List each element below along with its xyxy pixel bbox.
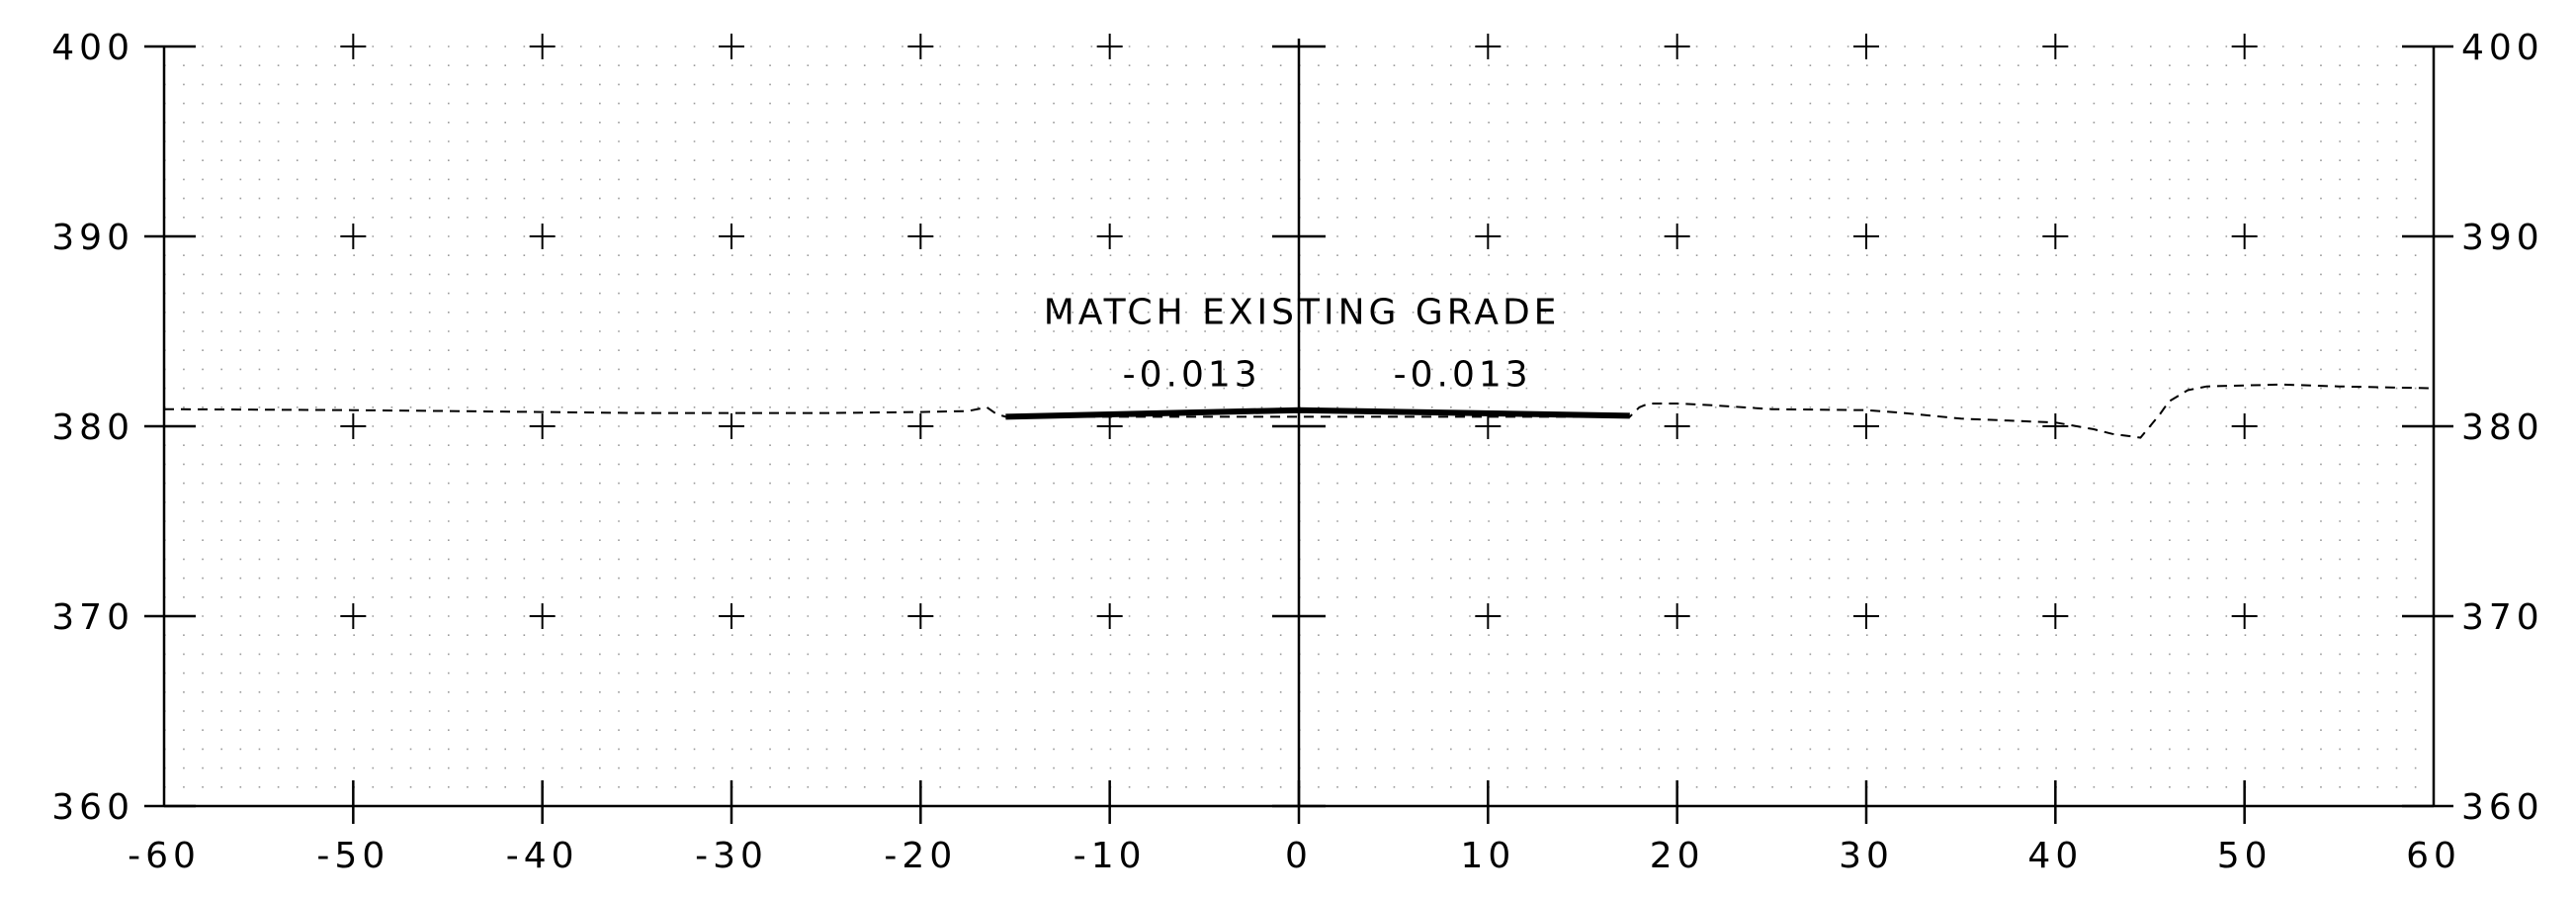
grid-cross-marker: [907, 224, 934, 249]
x-tick-label--10: -10: [1073, 836, 1147, 876]
grid-cross-marker: [2231, 603, 2258, 629]
grid-cross-marker: [340, 603, 367, 629]
y-tick-label-left-370: 370: [51, 597, 134, 638]
y-tick-label-left-360: 360: [51, 787, 134, 828]
y-tick-label-right-400: 400: [2461, 28, 2544, 68]
grid-cross-marker: [1475, 603, 1502, 629]
x-tick-label-60: 60: [2406, 836, 2461, 876]
y-tick-label-left-380: 380: [51, 407, 134, 448]
grid-cross-marker: [2231, 413, 2258, 439]
grid-cross-marker: [340, 34, 367, 59]
grid-cross-marker: [719, 34, 744, 59]
y-tick-label-right-370: 370: [2461, 597, 2544, 638]
grid-cross-marker: [1096, 603, 1123, 629]
grid-cross-marker: [907, 34, 934, 59]
grid-cross-marker: [340, 413, 367, 439]
grid-cross-marker: [529, 224, 556, 249]
grid-cross-marker: [907, 413, 934, 439]
grid-cross-marker: [1853, 224, 1879, 249]
grid-cross-marker: [1096, 224, 1123, 249]
grid-cross-marker: [2042, 34, 2069, 59]
grid-cross-marker: [1853, 34, 1879, 59]
grid-cross-marker: [529, 413, 556, 439]
grid-cross-marker: [719, 413, 744, 439]
grid-cross-marker: [907, 603, 934, 629]
grid-cross-marker: [1664, 224, 1690, 249]
match-existing-grade-label: MATCH EXISTING GRADE: [1044, 292, 1561, 332]
y-tick-label-left-400: 400: [51, 28, 134, 68]
grid-cross-marker: [1475, 224, 1502, 249]
x-tick-label-10: 10: [1460, 836, 1515, 876]
y-tick-label-right-390: 390: [2461, 218, 2544, 258]
grid-cross-marker: [1664, 603, 1690, 629]
y-tick-label-right-380: 380: [2461, 407, 2544, 448]
grid-cross-marker: [1664, 34, 1690, 59]
slope-label-2: -0.013: [1394, 355, 1532, 396]
grid-cross-marker: [2042, 224, 2069, 249]
grid-cross-marker: [1664, 413, 1690, 439]
grid-cross-marker: [529, 603, 556, 629]
grid-cross-marker: [1475, 34, 1502, 59]
grid-cross-marker: [1853, 603, 1879, 629]
x-tick-label--30: -30: [695, 836, 768, 876]
grid-cross-marker: [529, 34, 556, 59]
x-tick-label-0: 0: [1285, 836, 1313, 876]
grid-cross-marker: [719, 603, 744, 629]
y-tick-label-right-360: 360: [2461, 787, 2544, 828]
x-tick-label--20: -20: [884, 836, 957, 876]
grid-cross-marker: [340, 224, 367, 249]
x-tick-label--50: -50: [316, 836, 389, 876]
grid-cross-marker: [719, 224, 744, 249]
slope-label-1: -0.013: [1123, 355, 1261, 396]
x-tick-label-30: 30: [1839, 836, 1894, 876]
grid-cross-marker: [1853, 413, 1879, 439]
grid-cross-marker: [2042, 413, 2069, 439]
x-tick-label-20: 20: [1650, 836, 1705, 876]
x-tick-label--60: -60: [128, 836, 201, 876]
grid-cross-marker: [1096, 34, 1123, 59]
grid-cross-marker: [1475, 413, 1502, 439]
grid-cross-marker: [2231, 224, 2258, 249]
x-tick-label--40: -40: [506, 836, 579, 876]
grid-cross-marker: [2042, 603, 2069, 629]
grid-cross-marker: [2231, 34, 2258, 59]
x-tick-label-50: 50: [2217, 836, 2273, 876]
x-tick-label-40: 40: [2027, 836, 2083, 876]
y-tick-label-left-390: 390: [51, 218, 134, 258]
proposed-grade-line: [1005, 406, 1630, 420]
